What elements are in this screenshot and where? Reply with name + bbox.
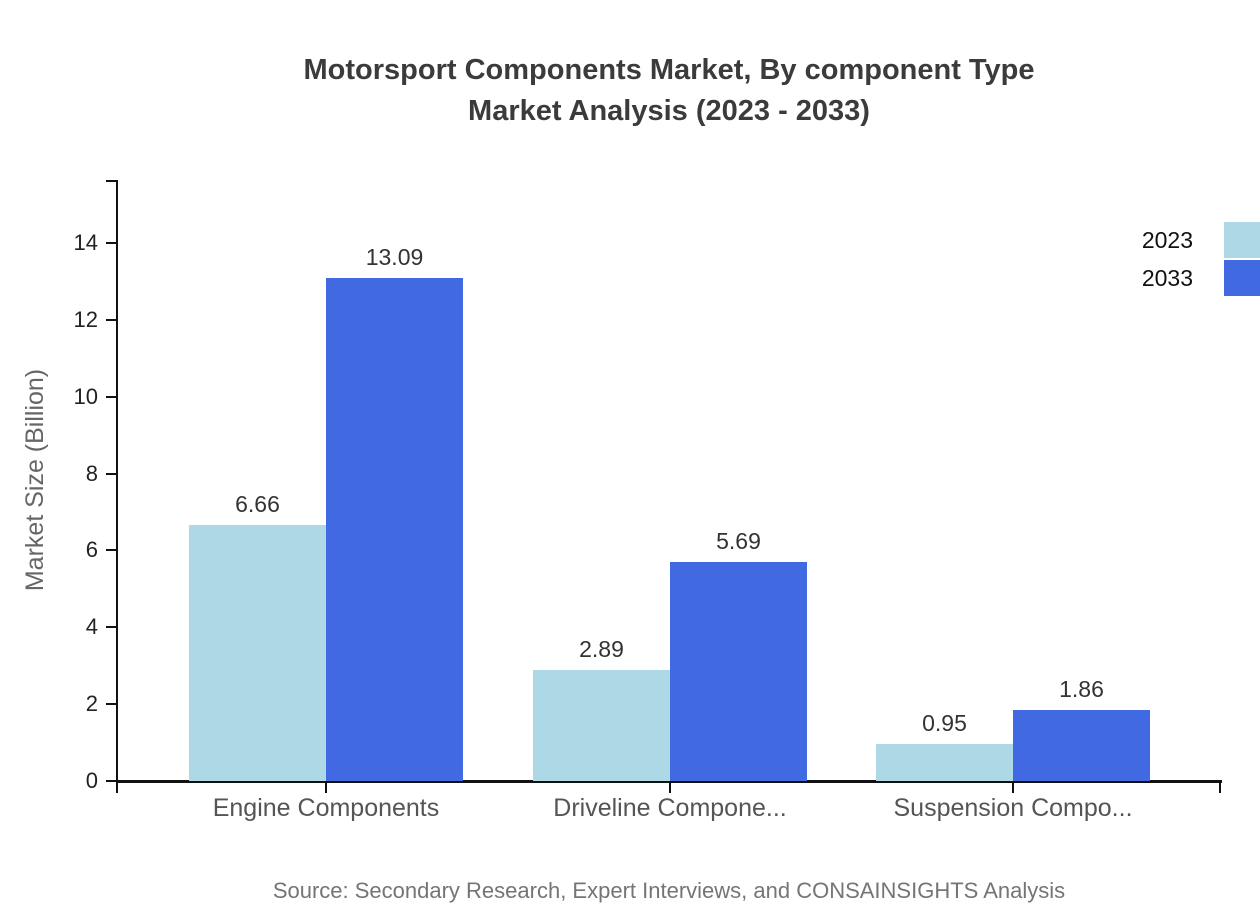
- y-axis-tick: [106, 780, 117, 782]
- x-axis-category-label: Suspension Compo...: [893, 794, 1133, 822]
- bar-value-label: 0.95: [922, 710, 967, 736]
- y-axis-tick: [106, 703, 117, 706]
- bar-2033-2: [670, 562, 807, 781]
- bar-value-label: 2.89: [579, 636, 624, 662]
- bar-2023-1: [189, 525, 326, 781]
- y-axis-line: [116, 180, 118, 784]
- y-axis-tick-label: 12: [73, 306, 98, 332]
- y-axis-tick: [106, 241, 117, 244]
- y-axis-tick: [106, 395, 117, 398]
- x-axis-tick: [1012, 781, 1014, 793]
- legend-label-2033: 2033: [1141, 265, 1193, 291]
- bar-2033-3: [1013, 710, 1150, 781]
- y-axis-top-cap-tick: [106, 180, 117, 182]
- legend-swatch-2023: [1224, 222, 1260, 258]
- bar-value-label: 5.69: [716, 528, 761, 554]
- x-axis-tick: [325, 781, 327, 793]
- bar-value-label: 1.86: [1059, 676, 1104, 702]
- legend-label-2023: 2023: [1141, 227, 1193, 253]
- y-axis-tick: [106, 549, 117, 552]
- bar-2033-1: [326, 278, 463, 781]
- y-axis-tick: [106, 318, 117, 321]
- y-axis-tick: [106, 472, 117, 475]
- source-attribution: Source: Secondary Research, Expert Inter…: [272, 878, 1066, 903]
- y-axis-tick-label: 4: [85, 614, 98, 640]
- y-axis-tick-label: 0: [85, 768, 98, 793]
- y-axis-tick-label: 6: [85, 537, 98, 563]
- x-axis-tick: [669, 781, 671, 793]
- x-axis-start-tick: [116, 781, 118, 793]
- bar-value-label: 6.66: [235, 491, 280, 517]
- x-axis-category-label: Engine Components: [212, 794, 440, 822]
- y-axis-tick-label: 14: [73, 229, 98, 255]
- chart-title-line-1: Motorsport Components Market, By compone…: [303, 54, 1035, 86]
- bar-value-label: 13.09: [365, 244, 424, 270]
- y-axis-tick-label: 8: [85, 460, 98, 486]
- chart-title: Motorsport Components Market, By compone…: [117, 50, 1221, 132]
- bar-2023-2: [533, 670, 670, 781]
- y-axis-tick: [106, 626, 117, 629]
- bar-2023-3: [876, 744, 1013, 781]
- chart-title-line-2: Market Analysis (2023 - 2033): [468, 95, 870, 127]
- x-axis-end-tick: [1219, 781, 1221, 793]
- y-axis-tick-label: 10: [73, 383, 98, 409]
- legend-swatch-2033: [1224, 260, 1260, 296]
- y-axis-tick-label: 2: [85, 691, 98, 717]
- x-axis-category-label: Driveline Compone...: [553, 794, 787, 822]
